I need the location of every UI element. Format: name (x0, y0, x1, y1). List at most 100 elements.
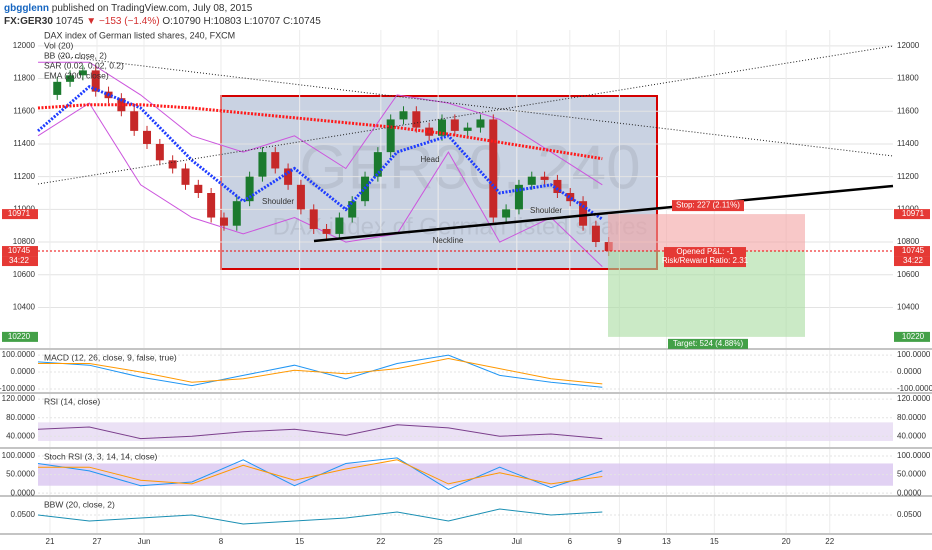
candle-body (66, 75, 75, 82)
y-tick-label: 11800 (13, 74, 35, 83)
price-badge-label: 10745 (902, 246, 925, 255)
y-tick-label-right: 120.0000 (897, 394, 931, 403)
y-tick-label: 0.0500 (11, 510, 36, 519)
candle-body (309, 209, 318, 229)
countdown-label: 34:22 (9, 256, 30, 265)
pane-title: DAX index of German listed shares, 240, … (44, 30, 235, 40)
price-badge (894, 246, 930, 257)
risk-zone (608, 214, 805, 252)
legend-entry: BB (20, close, 2) (44, 50, 107, 60)
change: ▼ −153 (−1.4%) (86, 16, 160, 27)
price-badge-label: 10971 (902, 209, 925, 218)
stop-label-bg (672, 200, 744, 212)
price-badge-label: 10745 (8, 246, 31, 255)
countdown-badge (2, 256, 38, 267)
candle-body (117, 98, 126, 112)
x-tick-label: Jun (138, 537, 151, 546)
price-badge (894, 331, 930, 342)
y-tick-label: 10400 (13, 303, 36, 312)
y-tick-label-right: 0.0000 (897, 488, 922, 497)
y-tick-label-right: 80.0000 (897, 413, 926, 422)
y-tick-label-right: 11200 (897, 172, 919, 181)
price: 10745 (55, 16, 84, 27)
author[interactable]: gbgglenn (4, 3, 49, 14)
y-tick-label-right: 11600 (897, 106, 919, 115)
pane-title: MACD (12, 26, close, 9, false, true) (44, 352, 177, 362)
candle-body (450, 119, 459, 131)
candle-body (386, 119, 395, 153)
candle-body (476, 119, 485, 128)
drawings-over: Head Shoulder Shoulder Neckline Stop: 227 (2… (2, 45, 930, 349)
annotation: Head (420, 155, 439, 164)
legend-entry: EMA (200, close) (44, 70, 109, 80)
y-tick-label: 11400 (13, 139, 35, 148)
series-line (37, 508, 603, 525)
candle-body (553, 179, 562, 194)
x-tick-label: 15 (710, 537, 719, 546)
candle-body (437, 119, 446, 136)
candle-body (412, 111, 421, 128)
annotation: Neckline (433, 236, 464, 245)
y-tick-label-right: 10800 (897, 237, 920, 246)
x-tick-label: 25 (434, 537, 443, 546)
rr-label: Risk/Reward Ratio: 2.31 (662, 256, 749, 265)
x-tick-label: 22 (825, 537, 834, 546)
candle-body (514, 184, 523, 210)
legend-entry: Vol (20) (44, 40, 73, 50)
y-tick-label-right: 12000 (897, 41, 920, 50)
x-tick-label: 8 (219, 537, 224, 546)
countdown-badge (894, 256, 930, 267)
stop-label: Stop: 227 (2.11%) (676, 201, 740, 210)
candle-body (207, 193, 216, 218)
target-label: Target: 524 (4.88%) (673, 339, 744, 348)
candle-body (322, 228, 331, 234)
candle-body (219, 217, 228, 226)
y-tick-label: 10800 (13, 237, 36, 246)
header: gbgglenn published on TradingView.com, J… (0, 0, 932, 30)
annotation: Shoulder (530, 206, 562, 215)
series-line (37, 103, 603, 161)
y-tick-label-right: 11400 (897, 139, 919, 148)
pnl-label-bg (664, 247, 746, 268)
candle-body (579, 201, 588, 226)
candle-body (78, 70, 87, 76)
y-tick-label: 120.0000 (2, 394, 36, 403)
pane-title: RSI (14, close) (44, 396, 100, 406)
band (38, 463, 893, 486)
pane-title: BBW (20, close, 2) (44, 499, 115, 509)
neckline (313, 184, 894, 243)
legend-entry: SAR (0.02, 0.02, 0.2) (44, 60, 124, 70)
countdown-label: 34:22 (903, 256, 924, 265)
candle-body (348, 201, 357, 218)
candle-body (527, 176, 536, 185)
trend-line-down (59, 55, 894, 157)
candle-body (53, 81, 62, 95)
y-tick-label: 80.0000 (6, 413, 35, 422)
series-line (38, 357, 603, 385)
pnl-label: Opened P&L: -1 (676, 247, 734, 256)
x-tick-label: 13 (662, 537, 671, 546)
candle-body (258, 152, 267, 177)
price-badge (2, 246, 38, 257)
y-tick-label-right: -100.0000 (897, 384, 932, 393)
y-tick-label-right: 11000 (897, 204, 919, 213)
candle-body (91, 70, 100, 92)
candle-body (540, 176, 549, 180)
y-tick-label: 100.0000 (2, 350, 36, 359)
y-tick-label: 0.0000 (11, 488, 36, 497)
candle-body (245, 176, 254, 202)
x-tick-label: 6 (568, 537, 573, 546)
y-tick-label-right: 10400 (897, 303, 920, 312)
price-badge (894, 209, 930, 220)
y-tick-label-right: 40.0000 (897, 431, 926, 440)
y-tick-label: 100.0000 (2, 451, 36, 460)
candle-body (399, 111, 408, 120)
y-tick-label-right: 10600 (897, 270, 920, 279)
price-badge-label: 10220 (902, 332, 925, 341)
y-tick-label-right: 50.0000 (897, 470, 926, 479)
candle-body (296, 184, 305, 210)
y-tick-label-right: 0.0500 (897, 510, 922, 519)
price-badge (2, 331, 38, 342)
series-line (38, 459, 603, 485)
